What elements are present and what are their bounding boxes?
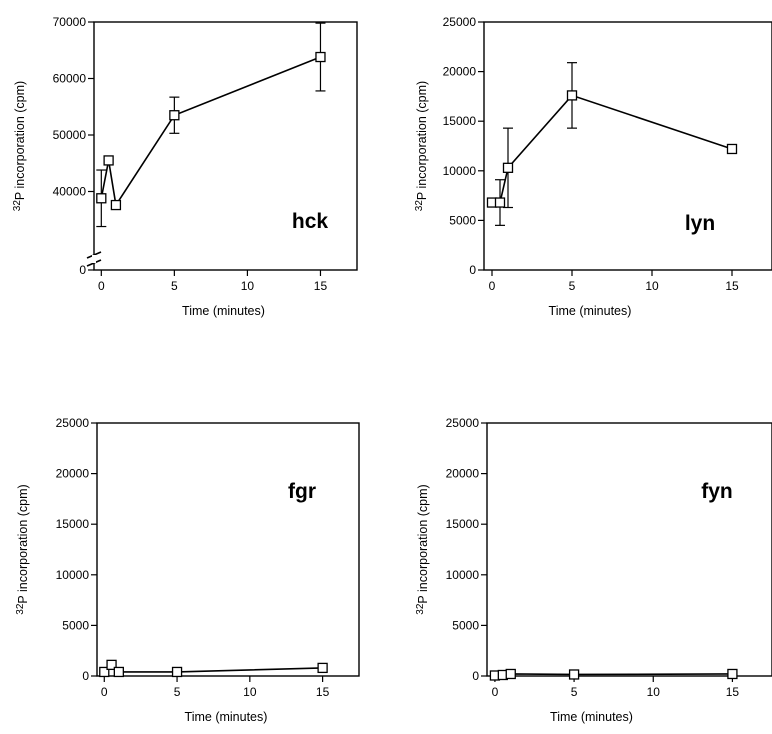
x-axis-title: Time (minutes)	[550, 710, 633, 724]
y-tick-label: 40000	[53, 185, 87, 199]
panel-fgr: 0 5 10 15 0 5000 10000 15000 20000 25000 Time (min…	[15, 416, 360, 724]
x-tick-label: 0	[489, 279, 496, 293]
panel-label: fgr	[288, 480, 316, 503]
y-axis-title: 32P incorporation (cpm)	[414, 81, 429, 211]
data-point	[96, 193, 107, 204]
y-tick-label: 10000	[443, 164, 477, 178]
x-tick-label: 0	[101, 685, 108, 699]
x-tick-label: 5	[174, 685, 181, 699]
x-tick-label: 15	[314, 279, 328, 293]
y-tick-label: 60000	[53, 72, 87, 86]
data-point	[315, 51, 326, 63]
x-tick-label: 15	[725, 279, 739, 293]
data-point	[106, 659, 117, 671]
y-tick-label: 5000	[452, 618, 479, 632]
x-tick-label: 5	[571, 685, 578, 699]
y-axis-title: 32P incorporation (cpm)	[15, 484, 30, 614]
y-axis-title-main: P incorporation (cpm)	[416, 484, 430, 603]
x-tick-label: 10	[645, 279, 659, 293]
y-axis-title-superscript: 32	[15, 603, 26, 615]
data-point	[103, 155, 114, 166]
data-point	[566, 90, 578, 101]
data-point	[169, 110, 180, 121]
y-tick-label: 25000	[443, 15, 477, 29]
data-point	[113, 666, 124, 678]
y-tick-label: 0	[82, 669, 89, 683]
panel-fyn: 0 5 10 15 0 5000 10000 15000 20000 25000 Time (min…	[415, 416, 772, 724]
y-tick-label: 25000	[446, 416, 480, 430]
x-tick-label: 0	[98, 279, 105, 293]
data-point	[727, 668, 738, 680]
data-point	[317, 662, 328, 674]
x-axis-title: Time (minutes)	[182, 304, 265, 318]
plot-frame	[96, 422, 360, 677]
data-point	[502, 162, 514, 173]
y-axis-title-main: P incorporation (cpm)	[16, 484, 30, 603]
y-tick-label: 0	[472, 669, 479, 683]
panel-label: hck	[292, 210, 329, 233]
y-tick-label: 15000	[443, 114, 477, 128]
y-tick-label: 70000	[53, 15, 87, 29]
plot-frame	[93, 21, 358, 271]
x-tick-label: 0	[492, 685, 499, 699]
y-axis-title-main: P incorporation (cpm)	[13, 81, 27, 200]
data-point	[505, 668, 516, 680]
data-point	[568, 669, 580, 680]
y-axis-title: 32P incorporation (cpm)	[415, 484, 430, 614]
y-tick-label: 10000	[56, 568, 90, 582]
y-tick-label: 20000	[443, 65, 477, 79]
series-line	[492, 94, 733, 204]
series-line	[103, 663, 323, 673]
y-tick-label: 20000	[446, 467, 480, 481]
data-point	[494, 197, 506, 208]
panel-lyn: 0 5 10 15 0 5000 10000 15000 20000 25000 Time (min…	[414, 15, 772, 318]
plot-frame	[486, 422, 772, 677]
data-point	[99, 666, 110, 678]
y-axis-title-superscript: 32	[414, 200, 425, 212]
x-tick-label: 15	[726, 685, 740, 699]
panel-hck: 0 5 10 15 0 40000 50000 60000 70000 Time (minutes…	[12, 15, 358, 318]
panel-label: lyn	[685, 212, 715, 235]
panel-label: fyn	[701, 480, 733, 503]
y-axis-title-superscript: 32	[415, 603, 426, 615]
data-point	[171, 666, 183, 678]
x-tick-label: 5	[171, 279, 178, 293]
x-tick-label: 10	[647, 685, 661, 699]
y-tick-label: 25000	[56, 416, 90, 430]
y-tick-label: 15000	[56, 517, 90, 531]
y-tick-label: 0	[79, 263, 86, 277]
plot-frame	[483, 21, 772, 271]
x-axis-title: Time (minutes)	[549, 304, 632, 318]
y-axis-title-main: P incorporation (cpm)	[415, 81, 429, 200]
y-tick-label: 15000	[446, 517, 480, 531]
y-axis-title: 32P incorporation (cpm)	[12, 81, 27, 211]
y-tick-label: 10000	[446, 568, 480, 582]
y-tick-label: 0	[469, 263, 476, 277]
series-line	[100, 56, 321, 208]
x-tick-label: 5	[569, 279, 576, 293]
x-axis-title: Time (minutes)	[185, 710, 268, 724]
data-point	[726, 143, 738, 155]
axis-break-gap	[92, 255, 96, 263]
y-tick-label: 5000	[62, 618, 89, 632]
x-tick-label: 10	[243, 685, 257, 699]
y-tick-label: 20000	[56, 467, 90, 481]
y-tick-label: 50000	[53, 128, 87, 142]
x-tick-label: 15	[316, 685, 330, 699]
y-axis-title-superscript: 32	[12, 200, 23, 212]
y-tick-label: 5000	[449, 213, 476, 227]
data-point	[110, 199, 122, 211]
x-tick-label: 10	[241, 279, 255, 293]
series-line	[494, 673, 733, 677]
